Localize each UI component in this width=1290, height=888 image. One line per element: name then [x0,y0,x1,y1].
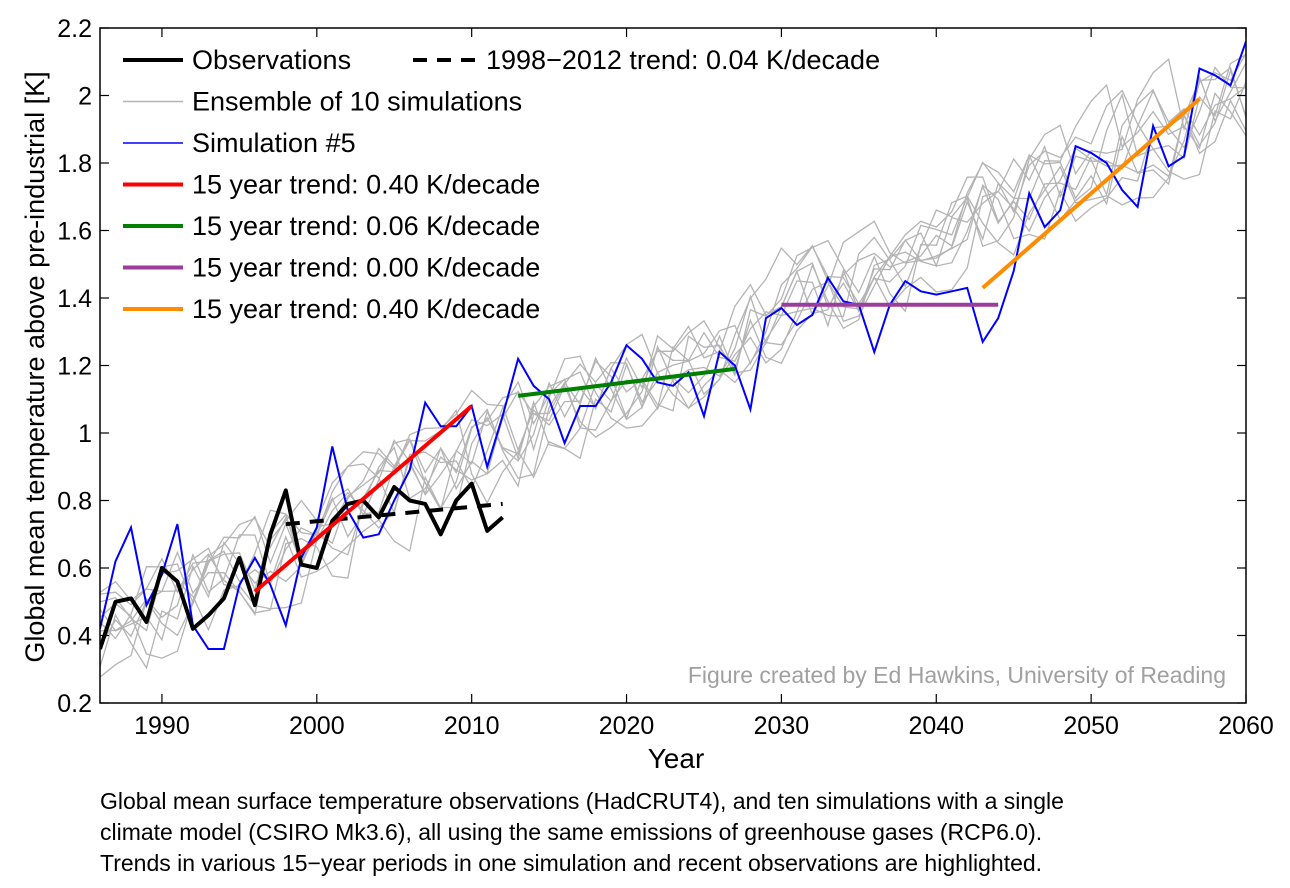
y-tick-label: 0.4 [57,623,92,651]
x-tick-label: 2000 [289,712,345,740]
x-tick-label: 2040 [908,712,964,740]
legend-label: 15 year trend: 0.40 K/decade [192,170,540,200]
y-tick-label: 2.2 [57,15,92,43]
ensemble-member-line [100,83,1246,659]
trend-lines [253,97,1201,594]
legend-label: Ensemble of 10 simulations [192,87,522,117]
y-tick-label: 0.2 [57,690,92,718]
legend-label: Simulation #5 [192,128,356,158]
legend-label: 15 year trend: 0.00 K/decade [192,253,540,283]
x-tick-label: 2010 [444,712,500,740]
y-tick-label: 1 [78,420,92,448]
simulation-5-line [100,41,1246,650]
ensemble-member-line [100,58,1246,678]
trend-line-5 [981,97,1201,290]
y-tick-label: 1.2 [57,353,92,381]
ensemble-member-line [100,68,1246,614]
y-tick-label: 0.8 [57,488,92,516]
y-tick-label: 1.8 [57,150,92,178]
caption-line-3: Trends in various 15−year periods in one… [100,850,1043,876]
x-tick-label: 1990 [134,712,190,740]
caption-line-1: Global mean surface temperature observat… [100,788,1064,814]
legend-label: 15 year trend: 0.40 K/decade [192,294,540,324]
x-axis-label: Year [648,743,705,774]
observations-layer [100,481,504,650]
x-tick-label: 2030 [754,712,810,740]
temperature-chart: 1990 2000 2010 2020 2030 2040 2050 2060 0.2 0.4 0.… [20,15,1274,774]
axes: 1990 2000 2010 2020 2030 2040 2050 2060 0.2 0.4 0.… [57,15,1274,740]
y-tick-label: 1.4 [57,285,92,313]
x-tick-label: 2020 [599,712,655,740]
ensemble-member-line [100,66,1246,602]
y-axis-label: Global mean temperature above pre-indust… [20,71,50,662]
observations-line [100,481,504,650]
y-tick-label: 1.6 [57,218,92,246]
legend-label: 1998−2012 trend: 0.04 K/decade [486,45,880,75]
trend-line-1 [285,501,503,527]
caption-line-2: climate model (CSIRO Mk3.6), all using t… [100,819,1043,845]
trend-line-3 [517,366,736,398]
legend-label: 15 year trend: 0.06 K/decade [192,211,540,241]
simulation-5-layer [100,41,1246,650]
trend-line-2 [253,404,473,594]
legend: Observations Ensemble of 10 simulations Si… [123,45,880,324]
x-tick-label: 2060 [1218,712,1274,740]
legend-label: Observations [192,45,351,75]
credit-annotation: Figure created by Ed Hawkins, University… [688,662,1226,688]
ensemble-member-line [100,81,1246,632]
y-tick-label: 2 [78,83,92,111]
x-tick-label: 2050 [1063,712,1119,740]
y-tick-label: 0.6 [57,555,92,583]
figure-caption: Global mean surface temperature observat… [100,786,1280,879]
